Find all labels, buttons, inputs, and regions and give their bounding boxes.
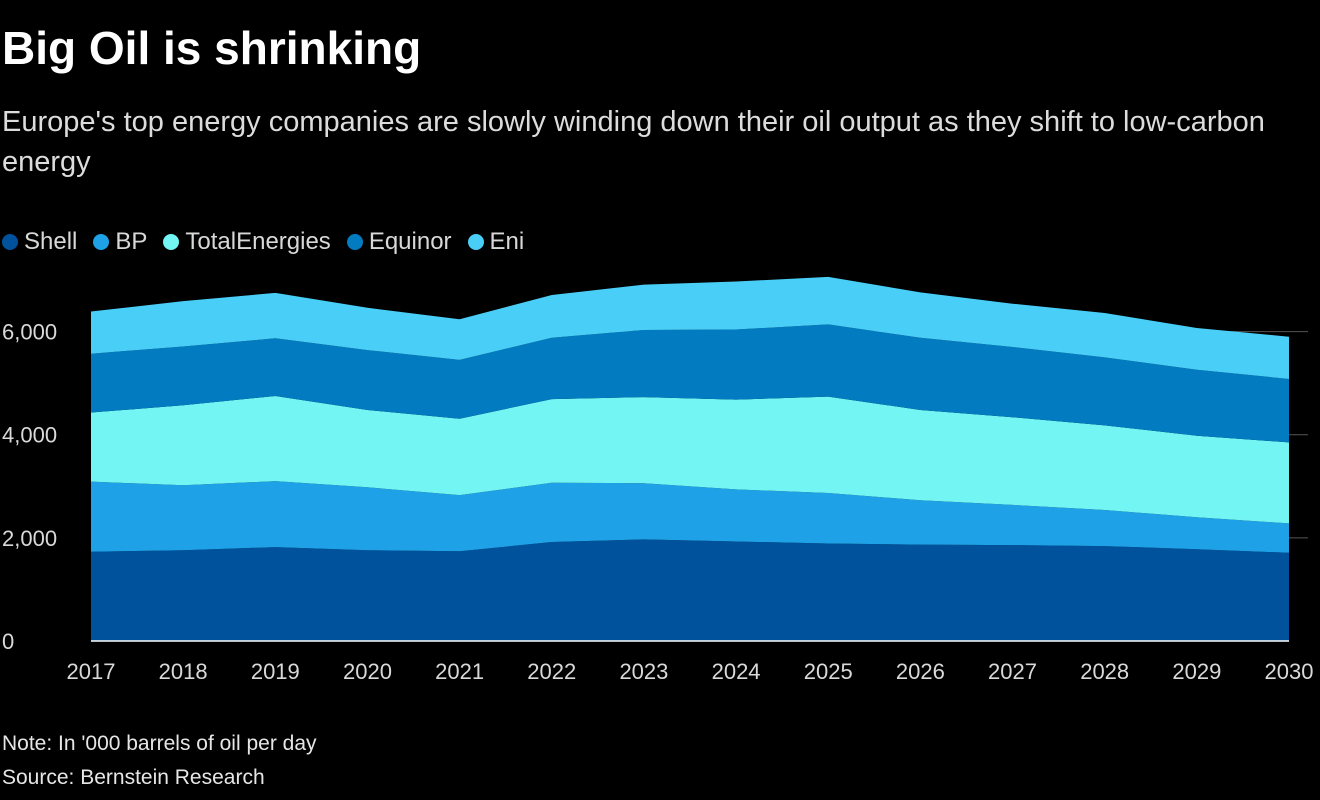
legend-marker-shell [2,234,18,250]
chart-subtitle: Europe's top energy companies are slowly… [2,106,1265,178]
legend-marker-eni [467,234,484,250]
x-tick-label-2017: 2017 [67,659,116,684]
x-tick-label-2019: 2019 [251,659,300,684]
y-tick-label-4000: 4,000 [2,423,57,448]
area-eni [91,276,1289,379]
x-tick-label-2030: 2030 [1265,659,1314,684]
legend-label-eni: Eni [489,228,525,255]
chart-source: Source: Bernstein Research [2,766,265,789]
legend-label-bp: BP [115,228,148,255]
legend-item-bp: BP [93,228,147,256]
x-tick-label-2025: 2025 [804,659,853,684]
legend-label-equinor: Equinor [368,228,452,255]
x-tick-label-2018: 2018 [159,659,208,684]
legend-item-totalenergies: TotalEnergies [163,228,331,256]
area-bp [91,481,1289,553]
stacked-area-chart: 0 2,000 4,000 6,000 2017 2018 2019 2020 2021 2022… [2,276,1313,684]
x-tick-label-2026: 2026 [896,659,945,684]
legend-marker-totalenergies [163,234,180,250]
area-equinor [91,324,1289,443]
x-tick-label-2022: 2022 [527,659,576,684]
legend-item-equinor: Equinor [346,228,452,256]
legend-item-eni: Eni [467,228,525,256]
area-totalenergies [91,396,1289,524]
y-tick-label-0: 0 [2,629,14,654]
x-tick-label-2021: 2021 [435,659,484,684]
legend-label-totalenergies: TotalEnergies [185,228,331,255]
legend-item-shell: Shell [2,228,77,256]
legend-label-shell: Shell [24,228,78,255]
area-series-layer [91,276,1289,641]
legend-marker-equinor [346,234,363,250]
y-tick-label-6000: 6,000 [2,320,57,345]
chart-legend: Shell BP TotalEnergies Equinor Eni [2,225,524,259]
axes: 0 2,000 4,000 6,000 2017 2018 2019 2020 2021 2022… [2,320,1313,684]
area-shell [91,539,1289,641]
x-tick-label-2028: 2028 [1080,659,1129,684]
chart-title: Big Oil is shrinking [2,22,422,74]
y-tick-label-2000: 2,000 [2,526,57,551]
x-tick-label-2027: 2027 [988,659,1037,684]
x-tick-label-2023: 2023 [619,659,668,684]
x-tick-label-2020: 2020 [343,659,392,684]
chart-note: Note: In '000 barrels of oil per day [2,732,317,755]
x-tick-label-2029: 2029 [1172,659,1221,684]
legend-marker-bp [93,234,110,250]
x-tick-label-2024: 2024 [712,659,761,684]
